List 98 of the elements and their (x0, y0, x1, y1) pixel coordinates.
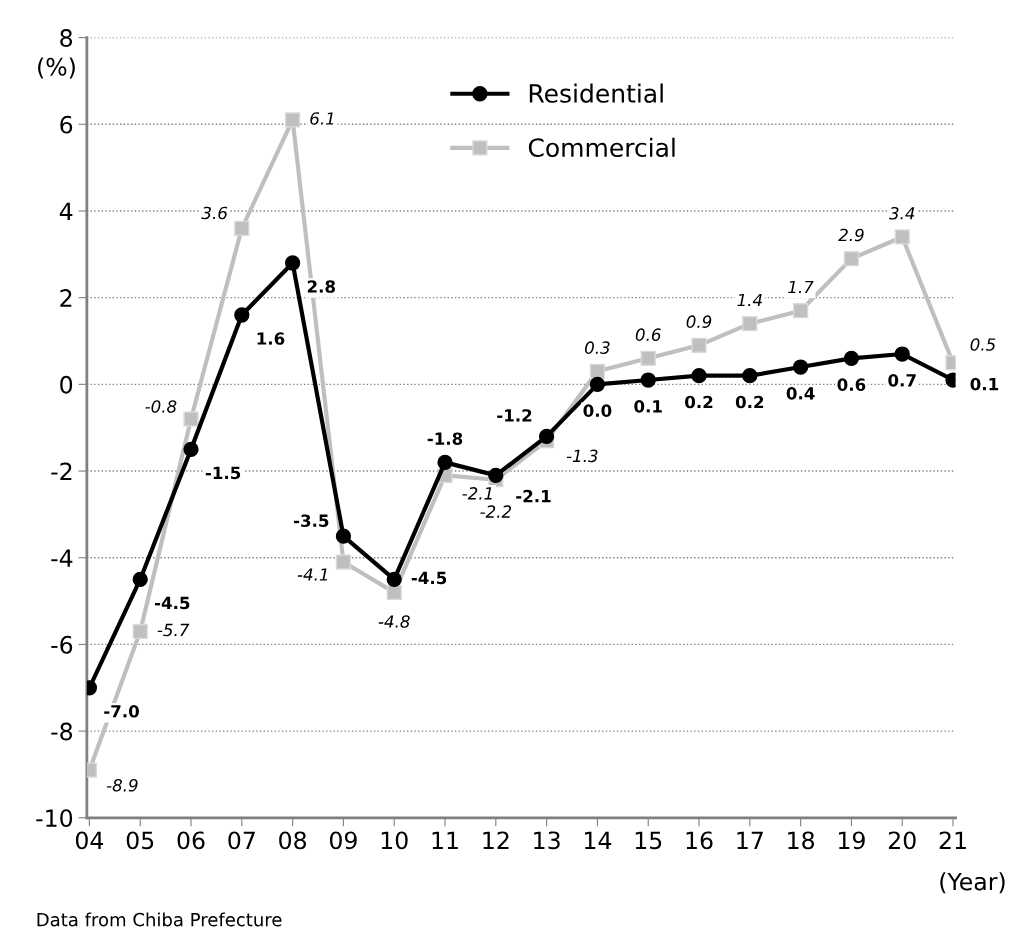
point (589, 363, 606, 379)
x-tick-label: 07 (228, 831, 255, 850)
data-label: 0.9 (686, 315, 712, 328)
point (640, 350, 656, 366)
data-label: -4.1 (297, 568, 328, 581)
data-label: 0.3 (585, 341, 610, 354)
data-label: 0.6 (635, 328, 661, 341)
data-label: -8.9 (106, 779, 138, 792)
x-tick-label: 14 (584, 831, 612, 849)
data-label: -0.8 (145, 400, 177, 413)
x-tick-label: 16 (686, 831, 713, 850)
point (792, 359, 809, 375)
y-tick-label: -6 (51, 635, 73, 654)
data-label: -4.5 (155, 596, 190, 610)
point (284, 112, 301, 128)
point (792, 303, 809, 319)
point (843, 251, 860, 267)
data-label: 0.4 (786, 387, 815, 400)
data-label: 1.6 (257, 332, 285, 345)
point (437, 454, 453, 471)
x-tick-label: 15 (635, 831, 662, 850)
data-label: 0.2 (735, 395, 764, 409)
point (640, 372, 656, 388)
data-label: 0.1 (970, 377, 999, 391)
data-label: -1.3 (566, 449, 598, 463)
point (488, 467, 504, 484)
point (132, 623, 148, 640)
data-label: 1.7 (788, 280, 814, 294)
data-label: -2.1 (516, 489, 551, 503)
y-tick-label: 2 (60, 289, 72, 307)
x-tick-label: 13 (534, 831, 560, 850)
point (742, 368, 758, 384)
y-tick-label: 4 (59, 202, 73, 220)
y-tick-label: 6 (60, 115, 73, 134)
data-label: 3.4 (889, 206, 915, 220)
data-label: -4.5 (411, 571, 447, 585)
y-tick-label: -8 (51, 722, 73, 741)
data-label: -2.1 (462, 487, 492, 500)
x-tick-label: 12 (483, 831, 509, 849)
point (589, 376, 606, 392)
data-label: -5.7 (157, 623, 190, 637)
point (183, 411, 199, 427)
point (894, 346, 910, 362)
data-label: -1.2 (497, 409, 532, 422)
data-label: 3.6 (201, 206, 228, 220)
point (335, 554, 352, 570)
data-label: 0.6 (837, 378, 866, 391)
x-tick-label: 11 (432, 831, 458, 849)
x-tick-label: 17 (737, 831, 763, 849)
point (894, 229, 910, 245)
data-label: -4.8 (378, 615, 410, 628)
data-label: 0.2 (685, 395, 713, 409)
data-label: 6.1 (310, 112, 334, 125)
x-tick-label: 08 (279, 831, 307, 850)
y-axis-title: (%) (38, 57, 75, 79)
data-label: 0.1 (634, 400, 662, 413)
point (386, 571, 402, 588)
x-axis-title: (Year) (940, 872, 1005, 894)
data-label: 2.9 (838, 228, 864, 242)
data-label: 2.8 (307, 280, 335, 293)
data-label: 1.4 (737, 293, 762, 307)
y-tick-label: -10 (36, 809, 73, 828)
legend-label: Residential (529, 83, 663, 103)
data-label: -7.0 (104, 705, 139, 718)
point (538, 428, 555, 445)
point (386, 584, 402, 601)
x-tick-label: 21 (939, 831, 966, 849)
point (691, 368, 707, 384)
x-tick-label: 18 (788, 831, 815, 850)
data-label: 0.7 (888, 374, 916, 387)
x-tick-label: 10 (381, 831, 408, 850)
x-tick-label: 05 (126, 831, 154, 850)
point (843, 350, 860, 366)
point (284, 255, 301, 271)
data-label: 0.0 (583, 404, 612, 417)
y-tick-label: -2 (51, 462, 72, 481)
data-label: 0.5 (970, 338, 996, 351)
x-tick-label: 06 (177, 831, 205, 850)
point (183, 441, 199, 458)
y-tick-label: 0 (60, 375, 73, 394)
legend-label: Commercial (528, 137, 675, 158)
data-label: -3.5 (293, 514, 329, 528)
point (132, 571, 148, 588)
point (234, 307, 250, 323)
data-label: -1.8 (427, 432, 463, 445)
y-tick-label: -4 (51, 549, 73, 567)
y-tick-label: 8 (60, 29, 73, 47)
x-tick-label: 19 (839, 831, 865, 850)
data-label: -2.2 (480, 505, 512, 518)
point (742, 316, 758, 332)
x-tick-label: 04 (75, 831, 104, 850)
x-tick-label: 20 (888, 831, 916, 850)
point (335, 528, 352, 544)
data-label: -1.5 (205, 466, 241, 480)
x-tick-label: 09 (329, 831, 357, 850)
point (234, 220, 250, 236)
point (691, 337, 707, 353)
text: Data from Chiba Prefecture (37, 912, 282, 927)
